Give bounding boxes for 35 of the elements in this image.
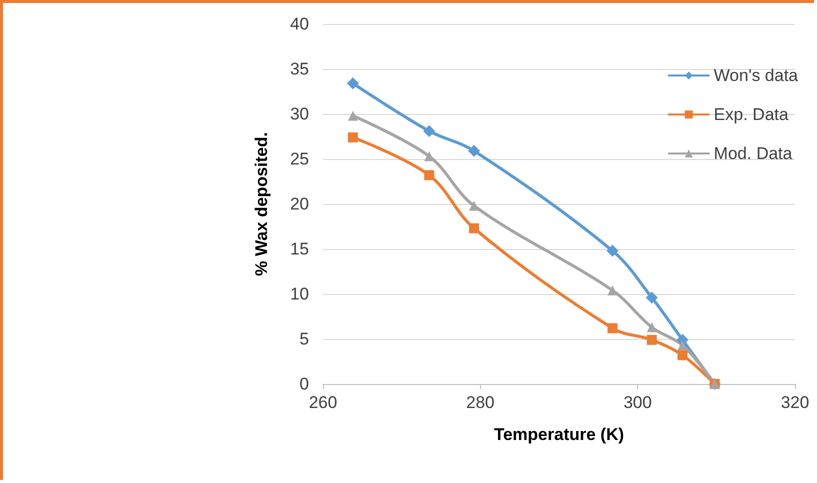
y-axis-title: % Wax deposited.: [252, 132, 271, 276]
point: [348, 110, 358, 121]
point: [468, 144, 480, 157]
y-tick-label: 40: [290, 14, 309, 34]
point: [646, 292, 658, 304]
point: [348, 132, 358, 142]
y-tick-label: 15: [290, 240, 309, 258]
point: [678, 340, 688, 350]
point: [424, 151, 434, 162]
x-tick-label: 300: [623, 393, 652, 412]
point: [607, 323, 618, 334]
legend-label: Exp. Data: [714, 105, 789, 124]
point: [646, 334, 657, 345]
y-tick-label: 5: [300, 330, 309, 348]
legend-label: Mod. Data: [714, 144, 793, 163]
point: [607, 285, 618, 296]
point: [678, 350, 688, 360]
legend-label: Won's data: [714, 66, 799, 85]
x-axis-title: Temperature (K): [494, 425, 624, 444]
point: [646, 322, 657, 332]
point: [346, 77, 359, 90]
point: [424, 170, 434, 180]
y-tick-label: 0: [300, 374, 309, 394]
y-tick-label: 10: [290, 284, 309, 304]
point: [423, 125, 436, 138]
x-tick-label: 280: [466, 393, 495, 412]
y-tick-label: 25: [290, 150, 309, 168]
x-tick-label: 320: [780, 393, 810, 412]
point: [606, 244, 618, 257]
point: [469, 223, 480, 234]
x-tick-label: 260: [308, 393, 338, 412]
y-tick-label: 35: [290, 60, 309, 78]
y-tick-label: 30: [290, 104, 309, 124]
y-tick-label: 20: [290, 194, 309, 214]
point: [469, 200, 480, 211]
